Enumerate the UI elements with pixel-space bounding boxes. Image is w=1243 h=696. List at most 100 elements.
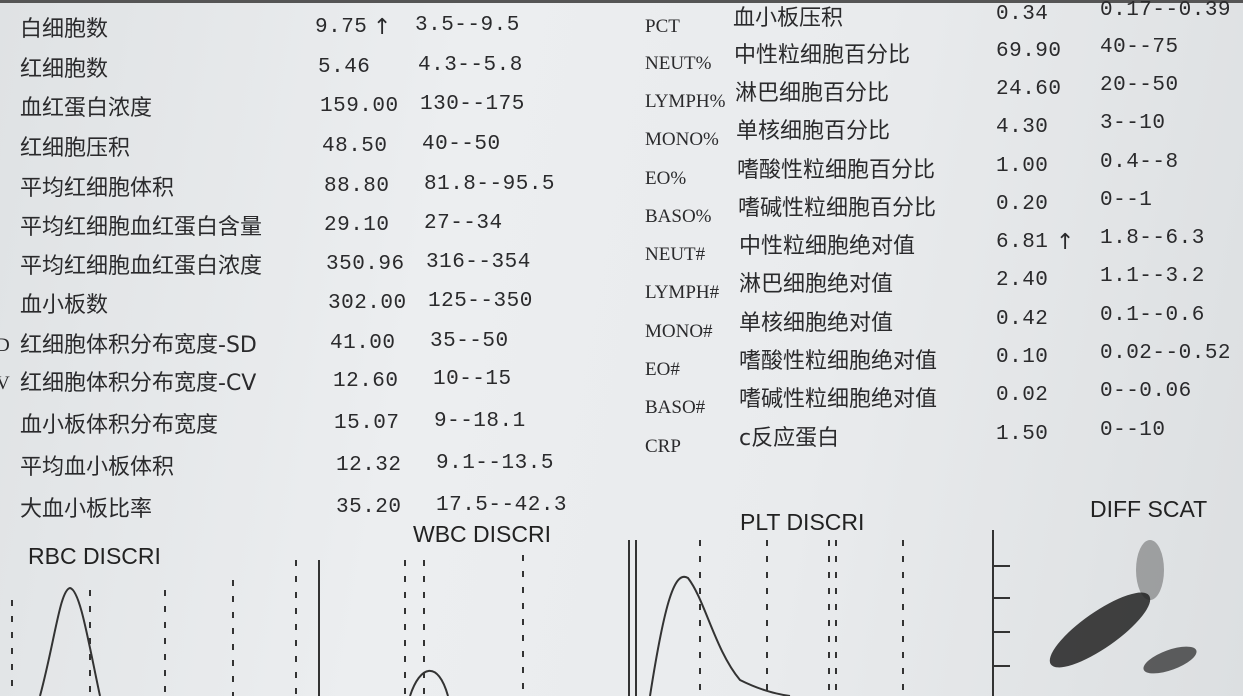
- row-code: LYMPH%: [645, 91, 726, 112]
- row-value: 1.50: [996, 423, 1049, 446]
- row-name: 红细胞体积分布宽度-SD: [20, 333, 257, 358]
- row-code: LYMPH#: [645, 282, 720, 303]
- row-value: 0.20: [996, 193, 1049, 216]
- row-range: 0.4--8: [1100, 151, 1179, 174]
- row-range: 0.17--0.39: [1100, 0, 1232, 22]
- row-value: 350.96: [326, 253, 405, 276]
- row-name: 大血小板比率: [20, 497, 153, 522]
- row-value: 24.60: [996, 78, 1062, 101]
- row-range: 40--75: [1100, 36, 1179, 59]
- row-code: D: [0, 335, 10, 356]
- row-name: 红细胞体积分布宽度-CV: [20, 371, 257, 396]
- rbc-histogram-label: RBC DISCRI: [28, 543, 161, 569]
- row-code: NEUT%: [645, 53, 712, 74]
- row-name: 中性粒细胞百分比: [734, 43, 911, 68]
- row-value: 302.00: [328, 292, 407, 315]
- row-range: 0--10: [1100, 419, 1166, 442]
- row-name: 淋巴细胞百分比: [735, 81, 890, 106]
- row-value: 159.00: [320, 95, 399, 118]
- row-range: 9--18.1: [434, 410, 526, 433]
- row-range: 316--354: [426, 251, 531, 274]
- row-name: 红细胞压积: [20, 136, 131, 161]
- row-value: 0.42: [996, 308, 1049, 331]
- row-code: CRP: [645, 436, 681, 457]
- row-name: 单核细胞绝对值: [739, 311, 894, 336]
- row-range: 130--175: [420, 93, 525, 116]
- row-range: 0.02--0.52: [1100, 342, 1232, 365]
- row-name: 血小板数: [20, 293, 109, 318]
- wbc-histogram-label: WBC DISCRI: [413, 521, 551, 547]
- row-range: 9.1--13.5: [436, 452, 554, 475]
- row-value: 41.00: [330, 332, 396, 355]
- diff-cluster: [1049, 592, 1151, 668]
- row-value: 88.80: [324, 175, 390, 198]
- row-range: 0.1--0.6: [1100, 304, 1205, 327]
- row-value: 6.81: [996, 231, 1049, 254]
- row-value: 12.60: [333, 370, 399, 393]
- row-range: 1.1--3.2: [1100, 265, 1205, 288]
- row-code: NEUT#: [645, 244, 706, 265]
- row-code: V: [0, 373, 10, 394]
- row-name: 嗜酸性粒细胞绝对值: [739, 349, 938, 374]
- row-name: c反应蛋白: [739, 426, 840, 451]
- high-flag-icon: ↑: [373, 15, 392, 40]
- row-range: 40--50: [422, 133, 501, 156]
- row-range: 27--34: [424, 212, 503, 235]
- row-range: 0--0.06: [1100, 380, 1192, 403]
- plt-curve: [649, 575, 791, 696]
- row-value: 1.00: [996, 155, 1049, 178]
- row-code: MONO%: [645, 129, 719, 150]
- row-value: 0.02: [996, 384, 1049, 407]
- row-range: 1.8--6.3: [1100, 227, 1205, 250]
- row-range: 3--10: [1100, 112, 1166, 135]
- row-name: 血红蛋白浓度: [20, 96, 153, 121]
- row-range: 3.5--9.5: [415, 14, 520, 37]
- row-name: 白细胞数: [20, 17, 109, 42]
- diff-cluster: [1136, 540, 1164, 600]
- row-name: 血小板压积: [733, 6, 844, 31]
- row-value: 12.32: [336, 454, 402, 477]
- row-value: 0.34: [996, 3, 1049, 26]
- row-code: BASO#: [645, 397, 706, 418]
- diff-cluster: [1143, 646, 1197, 674]
- paper-edge: [0, 0, 1243, 3]
- row-name: 平均红细胞血红蛋白含量: [20, 215, 263, 240]
- high-flag-icon: ↑: [1056, 230, 1075, 255]
- row-name: 嗜碱性粒细胞绝对值: [739, 387, 938, 412]
- row-range: 35--50: [430, 330, 509, 353]
- row-value: 4.30: [996, 116, 1049, 139]
- wbc-curve: [409, 669, 449, 696]
- row-value: 2.40: [996, 269, 1049, 292]
- row-range: 17.5--42.3: [436, 494, 568, 517]
- row-name: 单核细胞百分比: [736, 119, 891, 144]
- plt-histogram-label: PLT DISCRI: [740, 509, 865, 535]
- row-name: 淋巴细胞绝对值: [739, 272, 894, 297]
- diff-scatter-label: DIFF SCAT: [1090, 496, 1208, 522]
- row-name: 血小板体积分布宽度: [20, 413, 219, 438]
- row-value: 29.10: [324, 214, 390, 237]
- row-code: PCT: [645, 16, 680, 37]
- row-value: 15.07: [334, 412, 400, 435]
- row-range: 10--15: [433, 368, 512, 391]
- row-range: 4.3--5.8: [418, 54, 523, 77]
- row-name: 中性粒细胞绝对值: [739, 234, 916, 259]
- row-name: 平均血小板体积: [20, 455, 175, 480]
- row-value: 69.90: [996, 40, 1062, 63]
- row-value: 48.50: [322, 135, 388, 158]
- row-range: 0--1: [1100, 189, 1153, 212]
- row-value: 35.20: [336, 496, 402, 519]
- row-range: 81.8--95.5: [424, 173, 556, 196]
- rbc-curve: [39, 586, 101, 696]
- row-range: 20--50: [1100, 74, 1179, 97]
- row-code: BASO%: [645, 206, 712, 227]
- row-range: 125--350: [428, 290, 533, 313]
- row-code: EO#: [645, 359, 680, 380]
- row-value: 9.75: [315, 16, 368, 39]
- row-name: 嗜碱性粒细胞百分比: [738, 196, 937, 221]
- row-value: 0.10: [996, 346, 1049, 369]
- row-name: 平均红细胞血红蛋白浓度: [20, 254, 263, 279]
- row-name: 嗜酸性粒细胞百分比: [737, 158, 936, 183]
- row-code: EO%: [645, 168, 687, 189]
- row-code: MONO#: [645, 321, 713, 342]
